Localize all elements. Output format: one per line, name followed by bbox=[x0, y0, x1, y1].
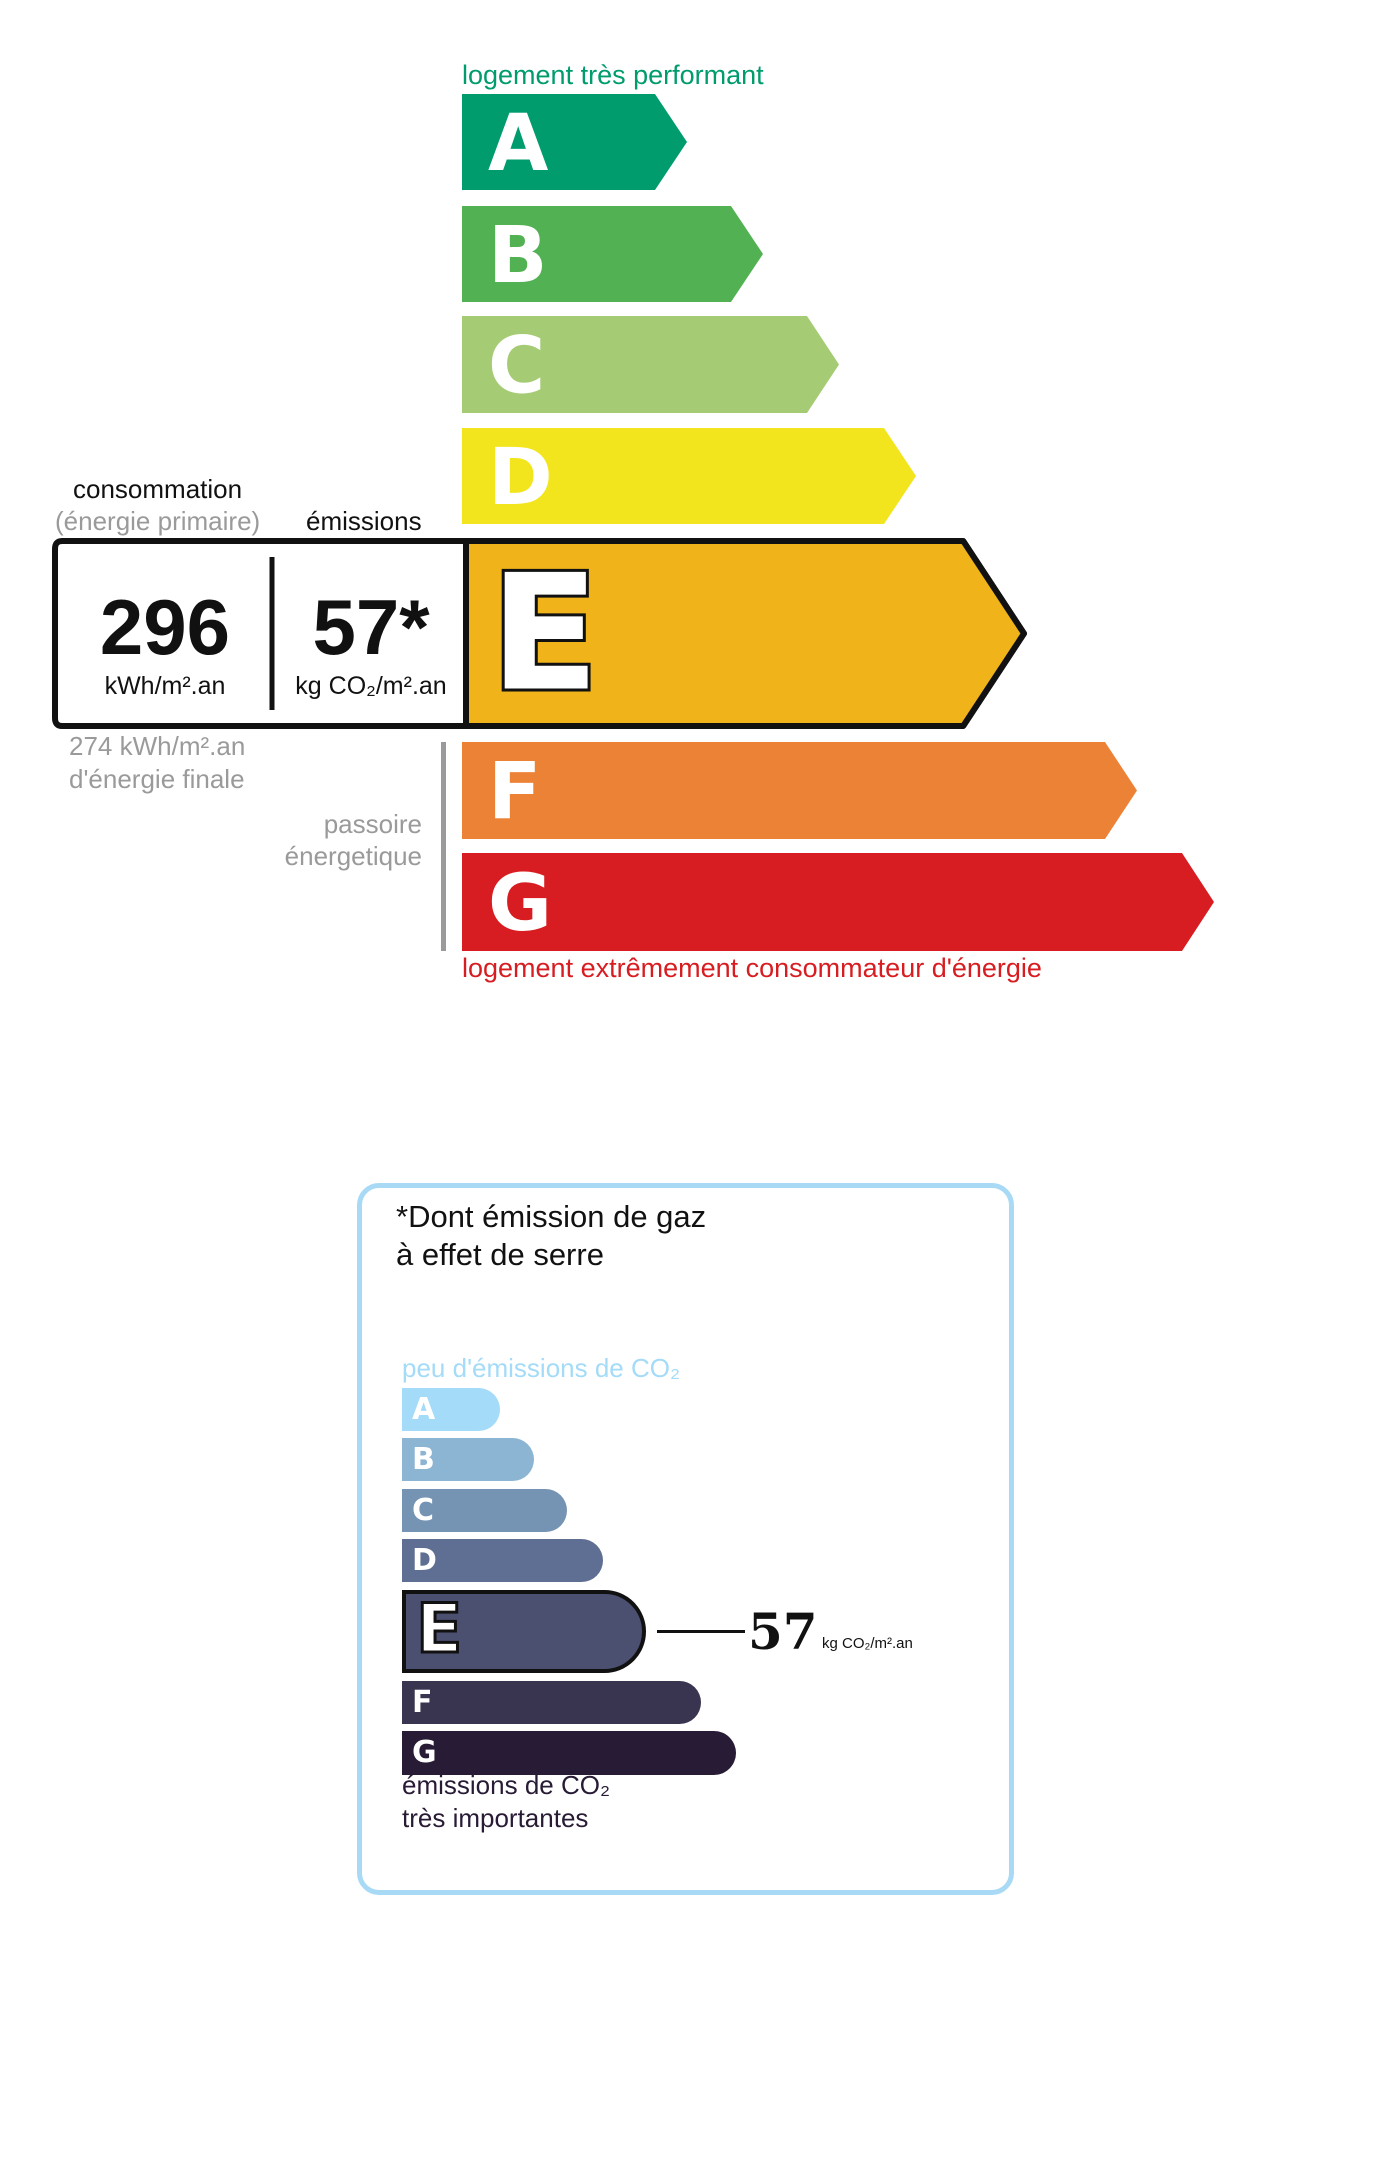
ges-letter-f: F bbox=[412, 1685, 433, 1720]
energy-letter-f: F bbox=[488, 748, 541, 838]
ges-bar-d: D bbox=[402, 1539, 603, 1582]
ges-title-line1: *Dont émission de gaz bbox=[396, 1199, 707, 1234]
energy-letter-e: E bbox=[490, 540, 599, 727]
energy-bar-e bbox=[463, 538, 1027, 729]
ges-bar-b: B bbox=[402, 1438, 534, 1481]
passoire-bracket bbox=[441, 742, 446, 951]
ges-letter-d: D bbox=[412, 1543, 437, 1578]
emissions-label: émissions bbox=[306, 506, 422, 536]
ges-top-label: peu d'émissions de CO₂ bbox=[402, 1353, 681, 1383]
energy-bar-c bbox=[462, 316, 839, 413]
energy-bar-b bbox=[462, 206, 763, 302]
ges-panel bbox=[357, 1183, 1014, 1895]
consumption-sublabel: (énergie primaire) bbox=[55, 506, 261, 536]
energy-letter-a: A bbox=[488, 99, 548, 189]
energy-letter-c: C bbox=[488, 322, 545, 412]
energy-bar-d bbox=[462, 428, 916, 524]
ges-value: 57 bbox=[748, 1602, 818, 1661]
ges-bar-g: G bbox=[402, 1731, 736, 1775]
ges-bar-e: E bbox=[402, 1590, 646, 1673]
final-energy-label: d'énergie finale bbox=[69, 764, 245, 794]
energy-letter-b: B bbox=[488, 211, 547, 301]
ges-bar-c: C bbox=[402, 1489, 567, 1532]
ges-letter-a: A bbox=[412, 1392, 436, 1427]
energy-bar-f bbox=[462, 742, 1137, 839]
energy-letter-g: G bbox=[488, 859, 552, 949]
energy-bar-g bbox=[462, 853, 1214, 951]
energy-letter-d: D bbox=[488, 433, 553, 523]
energy-bar-a bbox=[462, 94, 687, 190]
ges-unit: kg CO₂/m².an bbox=[822, 1635, 913, 1652]
ges-bar-f: F bbox=[402, 1681, 701, 1724]
ges-bottom-line1: émissions de CO₂ bbox=[402, 1770, 611, 1800]
ges-letter-c: C bbox=[412, 1493, 435, 1528]
consumption-unit: kWh/m².an bbox=[104, 672, 226, 700]
emissions-unit: kg CO₂/m².an bbox=[295, 672, 447, 700]
energy-bottom-label: logement extrêmement consommateur d'éner… bbox=[462, 953, 1042, 983]
ges-letter-b: B bbox=[412, 1442, 435, 1477]
ges-bottom-line2: très importantes bbox=[402, 1803, 589, 1833]
consumption-label: consommation bbox=[73, 474, 243, 504]
consumption-value: 296 bbox=[99, 583, 231, 671]
ges-bar-a: A bbox=[402, 1388, 500, 1431]
ges-letter-g: G bbox=[412, 1735, 437, 1770]
ges-pointer-line bbox=[657, 1630, 745, 1633]
emissions-value: 57* bbox=[312, 583, 430, 671]
energy-top-label: logement très performant bbox=[462, 60, 764, 90]
ges-title-line2: à effet de serre bbox=[396, 1237, 604, 1272]
final-energy-value: 274 kWh/m².an bbox=[69, 731, 246, 761]
passoire-line2: énergetique bbox=[284, 841, 422, 871]
passoire-line1: passoire bbox=[323, 809, 422, 839]
ges-letter-e: E bbox=[414, 1590, 463, 1669]
